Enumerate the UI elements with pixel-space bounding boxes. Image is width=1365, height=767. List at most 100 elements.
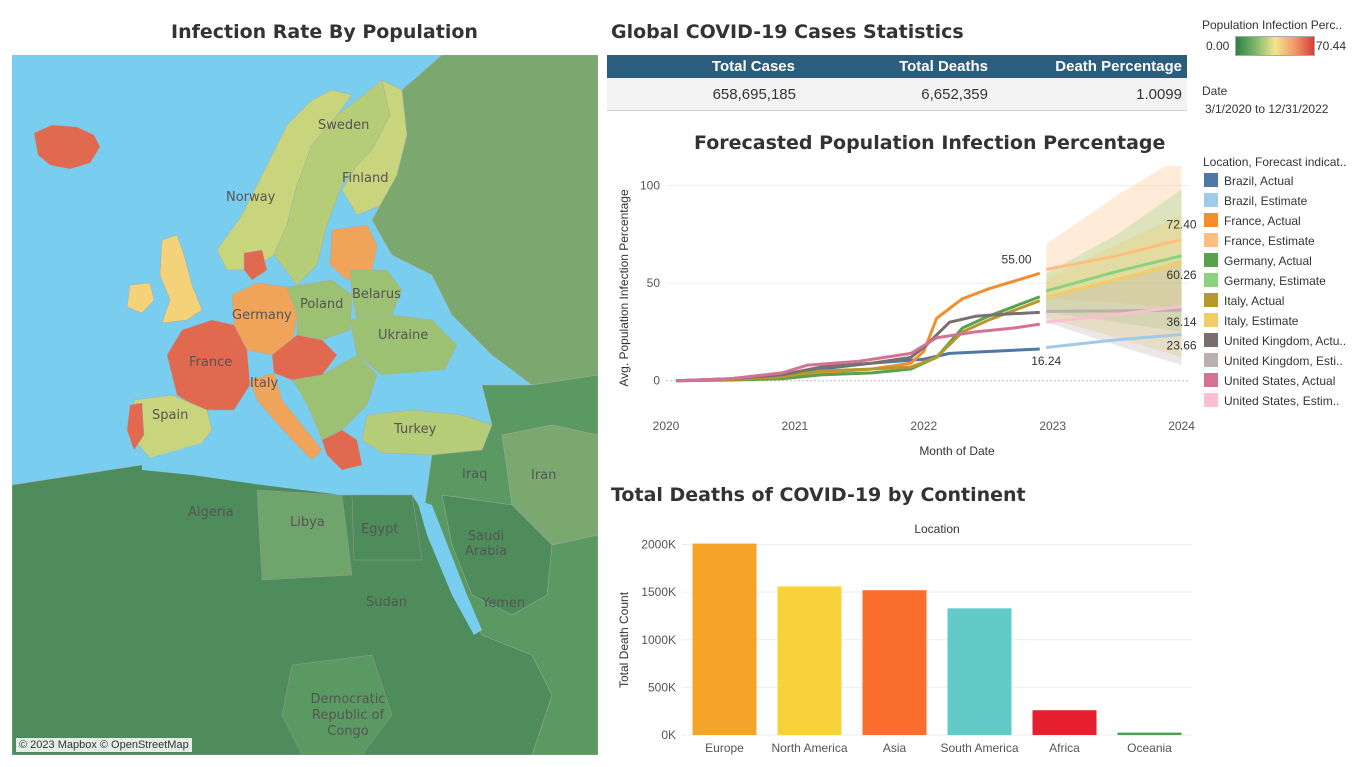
map-label-spain: Spain xyxy=(152,408,189,423)
legend-item[interactable]: France, Estimate xyxy=(1204,233,1315,248)
y-tick-label: 50 xyxy=(647,276,661,290)
map-label-france: France xyxy=(189,355,233,370)
legend-swatch xyxy=(1204,373,1218,387)
legend-item[interactable]: United States, Estim.. xyxy=(1204,393,1339,408)
legend-item[interactable]: United Kingdom, Actu.. xyxy=(1204,333,1346,348)
legend-swatch xyxy=(1204,173,1218,187)
series-line[interactable] xyxy=(1045,254,1182,293)
series-line[interactable] xyxy=(676,322,1041,383)
map-label-sudan: Sudan xyxy=(366,595,407,610)
data-label: 23.66 xyxy=(1167,338,1197,352)
deaths-chart-title: Total Deaths of COVID-19 by Continent xyxy=(611,484,1026,506)
legend-item[interactable]: France, Actual xyxy=(1204,213,1301,228)
x-axis-title: Month of Date xyxy=(919,444,995,458)
date-filter-label: Date xyxy=(1202,84,1228,98)
y-tick-label: 2000K xyxy=(641,538,676,552)
map-region-russia[interactable] xyxy=(371,55,598,386)
legend-label: Brazil, Actual xyxy=(1224,174,1294,188)
map-region-iceland[interactable] xyxy=(33,124,101,170)
plot-area xyxy=(666,166,1188,410)
legend-item[interactable]: Brazil, Estimate xyxy=(1204,193,1307,208)
map-label-norway: Norway xyxy=(226,190,276,205)
legend-swatch xyxy=(1204,353,1218,367)
x-tick-label: 2023 xyxy=(1039,419,1066,433)
map-region-greece[interactable] xyxy=(321,429,363,471)
bar[interactable] xyxy=(692,543,757,735)
value-death-percentage: 1.0099 xyxy=(1136,86,1182,103)
map-region-drc[interactable] xyxy=(281,654,393,755)
bar[interactable] xyxy=(777,586,842,735)
map-label-egypt: Egypt xyxy=(361,522,399,537)
x-tick-label: South America xyxy=(940,741,1018,755)
map-label-yemen: Yemen xyxy=(482,596,526,611)
header-total-deaths: Total Deaths xyxy=(899,58,988,75)
value-total-cases: 658,695,185 xyxy=(712,86,796,103)
bar[interactable] xyxy=(1032,710,1097,735)
series-line[interactable] xyxy=(1045,237,1182,271)
date-filter-value[interactable]: 3/1/2020 to 12/31/2022 xyxy=(1205,102,1329,116)
forecast-legend-title: Location, Forecast indicat.. xyxy=(1203,155,1347,169)
map-label-italy: Italy xyxy=(250,376,279,391)
bar[interactable] xyxy=(862,590,927,735)
stats-title: Global COVID-19 Cases Statistics xyxy=(611,21,964,43)
map-region-ireland[interactable] xyxy=(126,282,155,314)
map-region-uk[interactable] xyxy=(159,234,203,324)
y-tick-label: 0 xyxy=(653,374,660,388)
x-tick-label: 2020 xyxy=(653,419,680,433)
map-region-portugal[interactable] xyxy=(126,402,145,451)
stats-table-header: Total Cases Total Deaths Death Percentag… xyxy=(607,55,1187,78)
legend-item[interactable]: Italy, Estimate xyxy=(1204,313,1298,328)
deaths-bar-chart[interactable]: Location 0K 500K 1000K 1500K 2000K Total Death… xyxy=(610,515,1195,760)
map-black-sea xyxy=(382,370,482,407)
map-region-poland[interactable] xyxy=(286,279,353,341)
series-line[interactable] xyxy=(676,299,1041,383)
data-label: 60.26 xyxy=(1167,268,1197,282)
map-label-algeria: Algeria xyxy=(188,505,234,520)
legend-label: United States, Estim.. xyxy=(1224,394,1340,408)
legend-label: Germany, Actual xyxy=(1224,254,1312,268)
x-tick-label: 2021 xyxy=(782,419,809,433)
legend-swatch xyxy=(1204,393,1218,407)
infection-map[interactable]: Sweden Finland Norway Poland Belarus Ger… xyxy=(12,55,598,755)
map-region-egypt[interactable] xyxy=(351,494,423,561)
y-tick-label: 1500K xyxy=(641,585,676,599)
legend-item[interactable]: United States, Actual xyxy=(1204,373,1335,388)
map-region-denmark[interactable] xyxy=(243,249,268,281)
map-red-sea xyxy=(417,500,482,635)
forecast-chart[interactable]: 0 50 100 2020 2021 2022 2023 2024 Month of Date A… xyxy=(610,158,1200,463)
map-region-saudi-arabia[interactable] xyxy=(441,494,553,616)
map-credit[interactable]: © 2023 Mapbox © OpenStreetMap xyxy=(16,738,192,752)
bar-chart-header: Location xyxy=(914,522,959,536)
forecast-title: Forecasted Population Infection Percenta… xyxy=(694,132,1166,154)
legend-swatch xyxy=(1204,193,1218,207)
forecast-band xyxy=(1046,214,1182,358)
series-line[interactable] xyxy=(1046,305,1182,324)
legend-item[interactable]: Germany, Actual xyxy=(1204,253,1312,268)
legend-item[interactable]: Germany, Estimate xyxy=(1204,273,1326,288)
map-region-balkans[interactable] xyxy=(291,354,378,441)
map-title: Infection Rate By Population xyxy=(171,21,478,43)
header-death-percentage: Death Percentage xyxy=(1055,58,1182,75)
map-region-france[interactable] xyxy=(166,319,251,411)
series-line[interactable] xyxy=(1045,261,1182,299)
forecast-band xyxy=(1046,189,1182,332)
data-label: 72.40 xyxy=(1167,217,1197,231)
legend-label: France, Actual xyxy=(1224,214,1301,228)
map-region-italy[interactable] xyxy=(249,372,323,461)
map-label-finland: Finland xyxy=(342,171,389,186)
legend-label: United Kingdom, Actu.. xyxy=(1224,334,1347,348)
map-region-central-europe[interactable] xyxy=(271,334,338,381)
series-line[interactable] xyxy=(1046,333,1182,350)
legend-item[interactable]: United Kingdom, Esti.. xyxy=(1204,353,1343,368)
map-canvas[interactable] xyxy=(12,55,598,755)
map-region-libya[interactable] xyxy=(256,489,353,581)
bar[interactable] xyxy=(947,608,1012,735)
stats-table-row[interactable]: 658,695,185 6,652,359 1.0099 xyxy=(607,78,1187,111)
legend-item[interactable]: Brazil, Actual xyxy=(1204,173,1293,188)
map-label-germany: Germany xyxy=(232,308,292,323)
legend-item[interactable]: Italy, Actual xyxy=(1204,293,1284,308)
map-mediterranean xyxy=(142,425,422,495)
legend-swatch xyxy=(1204,253,1218,267)
data-label: 55.00 xyxy=(1002,253,1032,267)
bar[interactable] xyxy=(1117,732,1182,735)
